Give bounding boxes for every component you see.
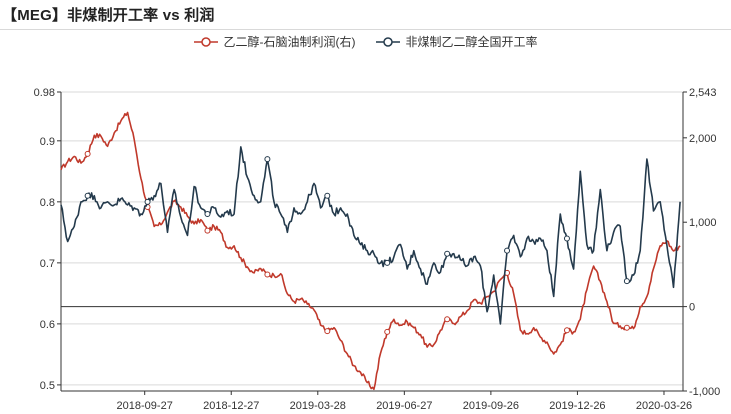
x-tick-label-0: 2018-09-27 bbox=[117, 400, 173, 412]
x-tick-label-6: 2020-03-26 bbox=[636, 400, 692, 412]
series-marker-profit bbox=[324, 328, 331, 335]
legend-label-profit: 乙二醇-石脑油制利润(右) bbox=[223, 35, 356, 49]
series-marker-rate bbox=[384, 259, 391, 266]
chart-legend: 乙二醇-石脑油制利润(右) 非煤制乙二醇全国开工率 bbox=[0, 33, 731, 50]
left-tick-label-2: 0.7 bbox=[40, 258, 55, 270]
left-tick-label-4: 0.9 bbox=[40, 136, 55, 148]
series-marker-rate bbox=[444, 250, 451, 257]
right-tick-label-4: 2,543 bbox=[689, 87, 717, 99]
series-marker-rate bbox=[563, 235, 570, 242]
series-marker-profit bbox=[623, 324, 630, 331]
series-marker-profit bbox=[84, 150, 91, 157]
x-tick-label-4: 2019-09-26 bbox=[463, 400, 519, 412]
x-tick-label-3: 2019-06-27 bbox=[376, 400, 432, 412]
series-marker-rate bbox=[84, 192, 91, 199]
series-marker-rate bbox=[144, 198, 151, 205]
x-tick-label-5: 2019-12-26 bbox=[549, 400, 605, 412]
series-marker-rate bbox=[264, 156, 271, 163]
x-tick-label-2: 2019-03-28 bbox=[290, 400, 346, 412]
title-divider bbox=[0, 29, 731, 30]
x-tick-label-1: 2018-12-27 bbox=[203, 400, 259, 412]
left-tick-label-1: 0.6 bbox=[40, 319, 55, 331]
series-marker-profit bbox=[444, 316, 451, 323]
series-marker-rate bbox=[204, 211, 211, 218]
series-line-rate bbox=[60, 146, 681, 325]
series-marker-profit bbox=[264, 271, 271, 278]
series-marker-profit bbox=[563, 327, 570, 334]
left-tick-label-5: 0.98 bbox=[34, 87, 55, 99]
series-marker-rate bbox=[504, 247, 511, 254]
right-tick-label-0: -1,000 bbox=[689, 386, 720, 398]
legend-profit-swatch bbox=[194, 36, 219, 47]
series-line-profit bbox=[60, 111, 681, 391]
right-tick-label-2: 1,000 bbox=[689, 217, 717, 229]
right-tick-label-1: 0 bbox=[689, 302, 695, 314]
legend-item-profit[interactable]: 乙二醇-石脑油制利润(右) bbox=[193, 33, 355, 50]
series-marker-rate bbox=[623, 278, 630, 285]
series-marker-profit bbox=[204, 227, 211, 234]
series-marker-profit bbox=[384, 328, 391, 335]
left-tick-label-3: 0.8 bbox=[40, 197, 55, 209]
legend-item-rate[interactable]: 非煤制乙二醇全国开工率 bbox=[375, 33, 538, 50]
series-marker-rate bbox=[324, 192, 331, 199]
right-tick-label-3: 2,000 bbox=[689, 133, 717, 145]
left-tick-label-0: 0.5 bbox=[40, 380, 55, 392]
chart-title: 【MEG】非煤制开工率 vs 利润 bbox=[2, 7, 215, 24]
legend-rate-swatch bbox=[376, 36, 401, 47]
legend-label-rate: 非煤制乙二醇全国开工率 bbox=[405, 35, 538, 49]
